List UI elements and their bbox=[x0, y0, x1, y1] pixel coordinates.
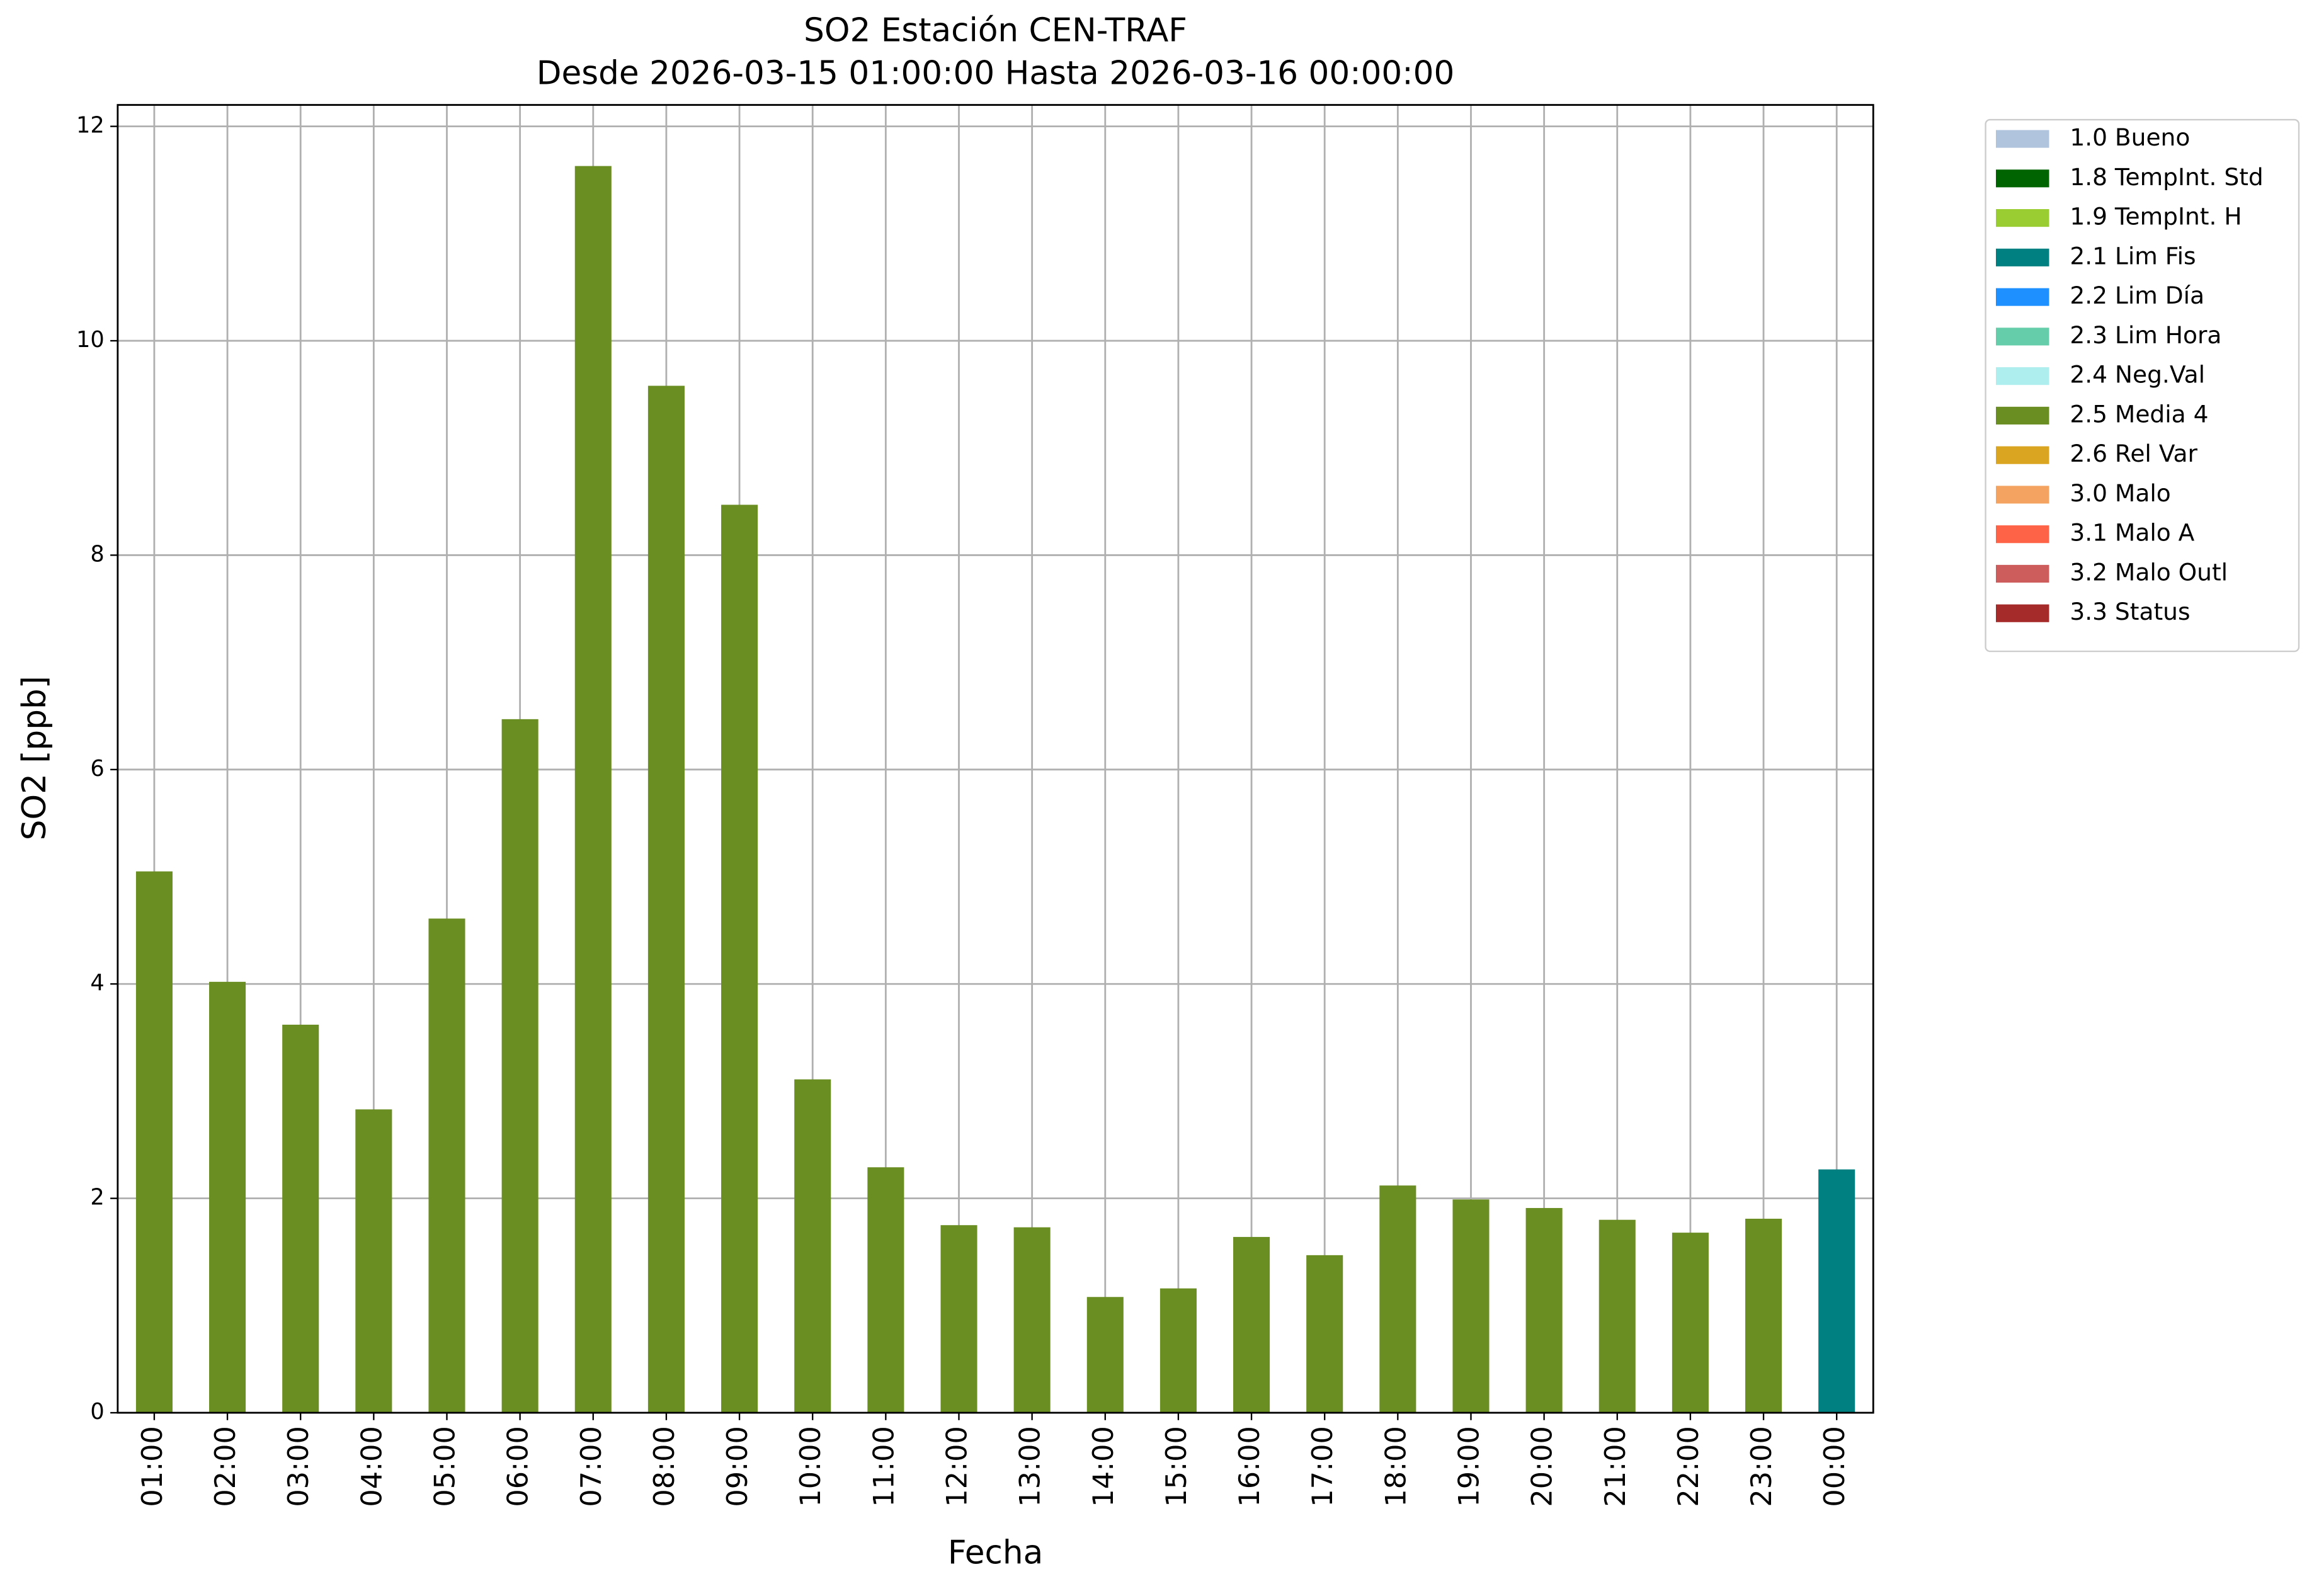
plot-frame bbox=[117, 104, 1874, 1414]
x-tick-label: 19:00 bbox=[1452, 1426, 1485, 1507]
x-tick-label: 12:00 bbox=[940, 1426, 973, 1507]
legend-swatch bbox=[1996, 248, 2049, 266]
bar bbox=[355, 1109, 392, 1413]
legend-swatch bbox=[1996, 367, 2049, 385]
x-tick-label: 08:00 bbox=[648, 1426, 681, 1507]
x-tick-label: 10:00 bbox=[794, 1426, 827, 1507]
bar bbox=[721, 504, 758, 1413]
legend-swatch bbox=[1996, 525, 2049, 544]
x-tick-label: 00:00 bbox=[1818, 1426, 1851, 1507]
legend-label: 3.0 Malo bbox=[2070, 479, 2170, 507]
bar bbox=[282, 1024, 319, 1413]
x-axis-label: Fecha bbox=[948, 1534, 1043, 1571]
legend-swatch bbox=[1996, 209, 2049, 227]
bar bbox=[647, 385, 685, 1413]
bar bbox=[1452, 1199, 1490, 1413]
legend-label: 2.3 Lim Hora bbox=[2070, 321, 2221, 349]
x-tick-label: 20:00 bbox=[1526, 1426, 1559, 1507]
chart-title: SO2 Estación CEN-TRAF bbox=[804, 12, 1187, 50]
bar bbox=[1160, 1288, 1197, 1413]
x-tick-label: 03:00 bbox=[282, 1426, 315, 1507]
x-tick-label: 06:00 bbox=[502, 1426, 535, 1507]
bar bbox=[1306, 1255, 1343, 1413]
y-tick-label: 2 bbox=[90, 1185, 104, 1211]
legend-label: 1.8 TempInt. Std bbox=[2070, 163, 2263, 191]
x-tick-label: 11:00 bbox=[867, 1426, 900, 1507]
legend-label: 3.3 Status bbox=[2070, 598, 2190, 625]
bar bbox=[209, 981, 246, 1413]
x-tick-label: 22:00 bbox=[1672, 1426, 1705, 1507]
legend-swatch bbox=[1996, 328, 2049, 346]
legend-swatch bbox=[1996, 169, 2049, 188]
legend-label: 3.2 Malo Outl bbox=[2070, 558, 2228, 586]
legend-box bbox=[1985, 118, 2300, 653]
legend-swatch bbox=[1996, 486, 2049, 504]
bar bbox=[1013, 1227, 1051, 1413]
x-tick-label: 18:00 bbox=[1379, 1426, 1412, 1507]
legend-swatch bbox=[1996, 130, 2049, 148]
y-tick-label: 8 bbox=[90, 541, 104, 567]
legend-label: 2.2 Lim Día bbox=[2070, 282, 2204, 309]
x-tick-label: 04:00 bbox=[355, 1426, 388, 1507]
legend-label: 2.1 Lim Fis bbox=[2070, 242, 2196, 270]
bar bbox=[1379, 1185, 1416, 1413]
y-tick-label: 12 bbox=[76, 113, 105, 139]
bar bbox=[1818, 1169, 1855, 1413]
legend-swatch bbox=[1996, 446, 2049, 464]
y-tick-label: 10 bbox=[76, 327, 105, 353]
x-tick-label: 23:00 bbox=[1745, 1426, 1778, 1507]
y-tick-label: 4 bbox=[90, 970, 104, 996]
legend-label: 2.4 Neg.Val bbox=[2070, 361, 2205, 389]
bar bbox=[867, 1167, 904, 1413]
bar bbox=[501, 719, 538, 1413]
bar bbox=[1525, 1207, 1563, 1413]
x-tick-label: 21:00 bbox=[1599, 1426, 1632, 1507]
x-tick-label: 17:00 bbox=[1306, 1426, 1339, 1507]
legend-swatch bbox=[1996, 288, 2049, 306]
bar bbox=[1086, 1297, 1124, 1413]
legend-swatch bbox=[1996, 406, 2049, 425]
x-tick-label: 07:00 bbox=[575, 1426, 608, 1507]
y-tick-label: 6 bbox=[90, 756, 104, 782]
legend-label: 2.6 Rel Var bbox=[2070, 440, 2197, 467]
bar bbox=[1672, 1233, 1709, 1413]
legend-swatch bbox=[1996, 564, 2049, 583]
bar bbox=[940, 1225, 977, 1413]
legend-label: 3.1 Malo A bbox=[2070, 519, 2194, 547]
bar bbox=[135, 871, 173, 1413]
legend-label: 2.5 Media 4 bbox=[2070, 400, 2208, 428]
bar bbox=[428, 918, 465, 1413]
x-tick-label: 01:00 bbox=[136, 1426, 169, 1507]
legend-swatch bbox=[1996, 604, 2049, 622]
bar bbox=[1598, 1219, 1636, 1413]
y-tick-label: 0 bbox=[90, 1399, 104, 1425]
x-tick-label: 16:00 bbox=[1233, 1426, 1266, 1507]
bar bbox=[794, 1079, 831, 1413]
bar bbox=[1745, 1218, 1782, 1413]
legend-label: 1.0 Bueno bbox=[2070, 123, 2190, 151]
x-tick-label: 14:00 bbox=[1087, 1426, 1120, 1507]
bar bbox=[1233, 1236, 1270, 1413]
x-tick-label: 13:00 bbox=[1014, 1426, 1047, 1507]
x-tick-label: 05:00 bbox=[428, 1426, 461, 1507]
y-axis-label: SO2 [ppb] bbox=[16, 676, 54, 840]
x-tick-label: 09:00 bbox=[721, 1426, 754, 1507]
chart-subtitle: Desde 2026-03-15 01:00:00 Hasta 2026-03-… bbox=[537, 55, 1455, 93]
x-tick-label: 15:00 bbox=[1160, 1426, 1193, 1507]
x-tick-label: 02:00 bbox=[209, 1426, 242, 1507]
legend-label: 1.9 TempInt. H bbox=[2070, 203, 2242, 231]
bar bbox=[574, 166, 612, 1413]
